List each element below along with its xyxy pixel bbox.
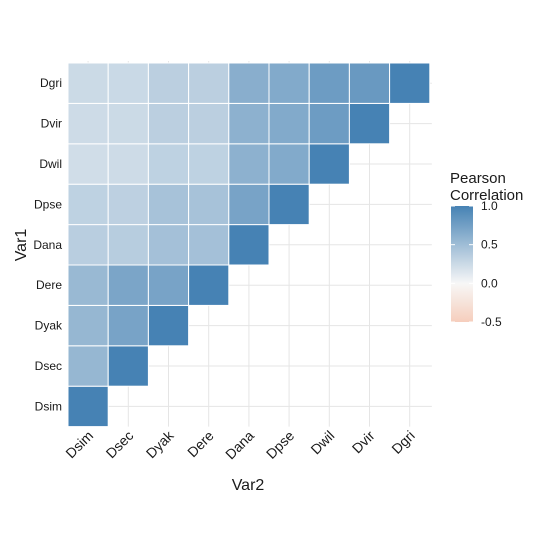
legend-ticks: 1.0 0.5 0.0 -0.5 — [451, 199, 502, 329]
heatmap-cell-dana-dwil — [228, 143, 270, 185]
heatmap-cell-dere-dvir — [188, 102, 230, 145]
y-tick-label-dere: Dere — [36, 278, 62, 292]
legend-color-bar — [451, 206, 473, 322]
y-tick-label-dana: Dana — [33, 238, 62, 252]
heatmap-cell-dyak-dpse — [147, 183, 190, 226]
heatmap-cell-dsim-dvir — [67, 102, 109, 145]
heatmap-cell-dsec-dvir — [107, 102, 149, 145]
heatmap-cell-dsim-dsim — [67, 385, 109, 428]
heatmap-cell-dyak-dwil — [147, 143, 190, 185]
legend-title-line-2: Correlation — [450, 187, 523, 204]
heatmap-cell-dsec-dana — [107, 224, 149, 266]
heatmap-cell-dsec-dyak — [107, 304, 149, 347]
heatmap-cell-dsec-dsec — [107, 345, 149, 387]
heatmap-cell-dwil-dvir — [308, 102, 350, 145]
heatmap-cell-dana-dpse — [228, 183, 270, 226]
heatmap-cell-dsec-dere — [107, 264, 149, 306]
y-tick-label-dsec: Dsec — [35, 359, 62, 373]
legend-tick-label: 0.5 — [481, 238, 498, 252]
heatmap-cell-dere-dpse — [188, 183, 230, 226]
heatmap-cell-dsim-dgri — [67, 62, 109, 104]
y-tick-label-dgri: Dgri — [40, 76, 62, 90]
heatmap-cell-dyak-dgri — [147, 62, 190, 104]
y-tick-label-dwil: Dwil — [39, 157, 62, 171]
heatmap-cell-dere-dana — [188, 224, 230, 266]
heatmap-cell-dvir-dgri — [348, 62, 391, 104]
heatmap-cell-dsim-dwil — [67, 143, 109, 185]
heatmap-cell-dsim-dyak — [67, 304, 109, 347]
heatmap-cell-dana-dana — [228, 224, 270, 266]
legend-title-line-1: Pearson — [450, 170, 506, 187]
heatmap-cell-dere-dgri — [188, 62, 230, 104]
heatmap-cell-dere-dere — [188, 264, 230, 306]
y-tick-label-dyak: Dyak — [35, 319, 63, 333]
legend-tick-label: -0.5 — [481, 315, 502, 329]
heatmap-cell-dana-dgri — [228, 62, 270, 104]
legend-tick-label: 1.0 — [481, 199, 498, 213]
heatmap-cell-dere-dwil — [188, 143, 230, 185]
y-tick-label-dpse: Dpse — [34, 197, 62, 211]
heatmap-cell-dpse-dwil — [268, 143, 310, 185]
heatmap-cell-dyak-dyak — [147, 304, 190, 347]
heatmap-cell-dsec-dpse — [107, 183, 149, 226]
heatmap-cell-dsim-dere — [67, 264, 109, 306]
y-tick-label-dvir: Dvir — [41, 117, 62, 131]
heatmap-cell-dpse-dvir — [268, 102, 310, 145]
y-tick-labels: Dsim Dsec Dyak Dere Dana Dpse Dwil Dvir Dgri — [33, 76, 63, 413]
heatmap-cell-dana-dvir — [228, 102, 270, 145]
heatmap-cell-dyak-dana — [147, 224, 190, 266]
heatmap-cell-dyak-dere — [147, 264, 190, 306]
heatmap-cell-dsim-dsec — [67, 345, 109, 387]
heatmap-cell-dwil-dwil — [308, 143, 350, 185]
heatmap-cell-dpse-dgri — [268, 62, 310, 104]
heatmap-cell-dwil-dgri — [308, 62, 350, 104]
heatmap-cell-dsec-dgri — [107, 62, 149, 104]
legend-tick-label: 0.0 — [481, 276, 498, 290]
y-tick-label-dsim: Dsim — [35, 399, 62, 413]
y-axis-title: Var1 — [13, 229, 30, 262]
heatmap-cells — [67, 62, 431, 428]
x-axis-title: Var2 — [232, 477, 265, 494]
heatmap-cell-dvir-dvir — [348, 102, 391, 145]
heatmap-cell-dsec-dwil — [107, 143, 149, 185]
heatmap-cell-dyak-dvir — [147, 102, 190, 145]
heatmap-cell-dpse-dpse — [268, 183, 310, 226]
heatmap-cell-dsim-dpse — [67, 183, 109, 226]
color-legend: Pearson Correlation 1.0 0.5 0.0 -0.5 — [450, 170, 523, 329]
heatmap-cell-dgri-dgri — [389, 62, 431, 104]
heatmap-cell-dsim-dana — [67, 224, 109, 266]
